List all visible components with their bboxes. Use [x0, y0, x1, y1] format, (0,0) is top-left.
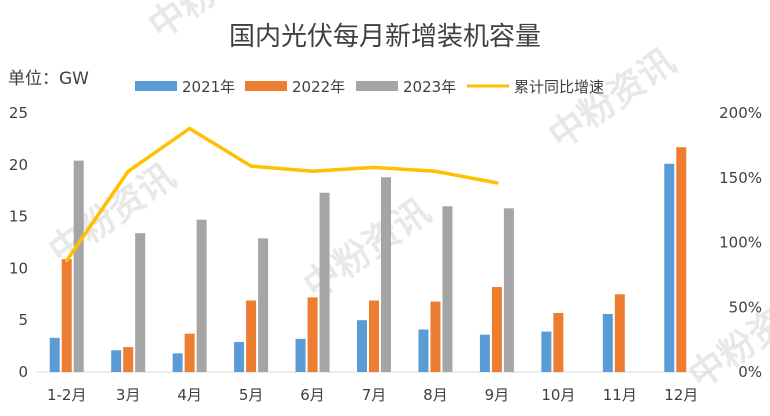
bar-2022年 [491, 287, 502, 372]
growth-rate-line [64, 126, 499, 263]
left-tick-label: 10 [9, 259, 28, 277]
watermark-text: 中粉资讯 [542, 41, 683, 157]
category-label: 8月 [423, 386, 448, 404]
bar-2022年 [246, 300, 257, 372]
watermark-layer: 中粉资讯中粉资讯中粉资讯中粉资讯中粉资讯 [42, 0, 770, 397]
right-tick-label: 0% [738, 363, 762, 381]
bar-2022年 [184, 333, 195, 372]
bar-2022年 [676, 147, 687, 372]
bar-2021年 [172, 353, 183, 372]
left-tick-label: 15 [9, 208, 28, 226]
bar-2023年 [258, 238, 269, 372]
left-tick-label: 0 [18, 363, 28, 381]
legend-label-2023: 2023年 [403, 78, 456, 96]
category-label: 11月 [603, 386, 637, 404]
bar-2022年 [614, 294, 625, 372]
bar-2021年 [602, 313, 613, 372]
left-axis-ticks: 0 5 10 15 20 25 [9, 104, 28, 381]
category-label: 7月 [362, 386, 387, 404]
bar-2021年 [295, 338, 306, 372]
right-axis-ticks: 0% 50% 100% 150% 200% [719, 104, 762, 381]
category-labels: 1-2月 3月 4月 5月 6月 7月 8月 9月 10月 11月 12月 [47, 386, 698, 404]
bar-2021年 [479, 334, 490, 372]
bar-2021年 [664, 163, 675, 372]
unit-label: 单位：GW [8, 69, 89, 89]
bar-2021年 [234, 341, 245, 372]
bar-2023年 [135, 233, 146, 372]
category-label: 6月 [300, 386, 325, 404]
legend-label-2022: 2022年 [292, 78, 345, 96]
left-tick-label: 20 [9, 156, 28, 174]
bar-2023年 [442, 206, 453, 372]
bar-2023年 [319, 192, 330, 372]
category-label: 5月 [239, 386, 264, 404]
category-label: 12月 [664, 386, 698, 404]
bar-group [49, 147, 687, 372]
legend-swatch-2021 [135, 81, 177, 91]
chart-title: 国内光伏每月新增装机容量 [229, 22, 541, 52]
left-tick-label: 25 [9, 104, 28, 122]
bar-2022年 [430, 301, 441, 372]
right-tick-label: 200% [719, 104, 762, 122]
bar-2021年 [111, 350, 122, 372]
watermark-text: 中粉资讯 [297, 191, 438, 307]
bar-2022年 [553, 312, 564, 372]
left-tick-label: 5 [18, 311, 28, 329]
bar-2023年 [503, 208, 514, 372]
right-tick-label: 50% [729, 298, 762, 316]
bar-2021年 [357, 320, 367, 372]
bar-2023年 [73, 160, 84, 372]
bar-2022年 [61, 259, 72, 372]
bar-2022年 [307, 297, 318, 372]
bar-2023年 [196, 219, 207, 372]
legend-swatch-2023 [356, 81, 398, 91]
bar-2021年 [49, 337, 60, 372]
legend-swatch-2022 [245, 81, 287, 91]
category-label: 9月 [485, 386, 510, 404]
bar-2022年 [123, 347, 134, 372]
category-label: 3月 [116, 386, 141, 404]
category-label: 10月 [541, 386, 575, 404]
bar-2021年 [541, 331, 552, 372]
legend-label-2021: 2021年 [182, 78, 235, 96]
bar-2022年 [369, 300, 379, 372]
right-tick-label: 100% [719, 234, 762, 252]
legend-label-growth: 累计同比增速 [514, 78, 604, 96]
category-label: 1-2月 [47, 386, 87, 404]
category-label: 4月 [177, 386, 202, 404]
chart-legend: 2021年 2022年 2023年 累计同比增速 [135, 78, 604, 96]
watermark-text: 中粉资讯 [42, 156, 183, 272]
bar-2021年 [418, 329, 429, 372]
right-tick-label: 150% [719, 169, 762, 187]
bar-2023年 [381, 177, 391, 372]
